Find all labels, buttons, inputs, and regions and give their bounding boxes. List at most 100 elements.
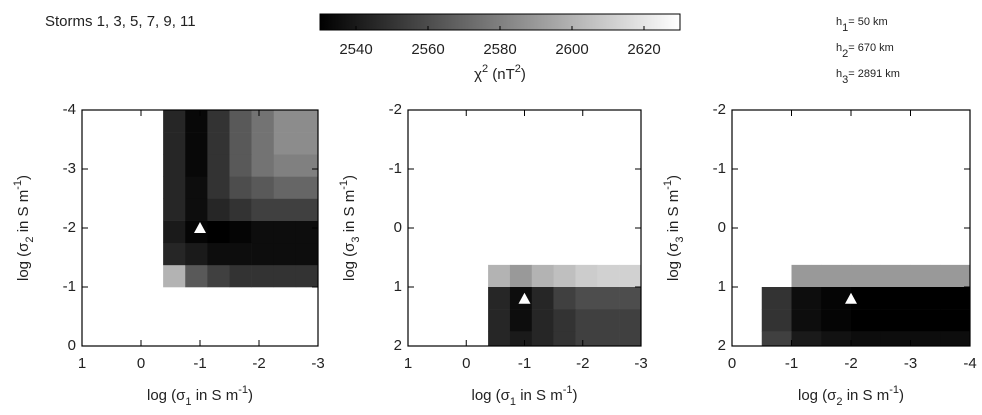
label-part: log (σ [341,242,358,281]
heatmap-cell [251,198,275,221]
heatmap-cell [761,309,792,332]
heatmap-cell [207,220,230,244]
x-tick-label: 1 [78,355,86,372]
heatmap-cell [295,264,319,288]
heatmap-cell [531,309,554,332]
label-part: 2 [842,48,848,60]
y-tick-label: -1 [713,160,726,177]
label-part: ) [573,387,578,404]
x-axis-label: log (σ1 in S m-1) [471,384,577,408]
label-part: 3 [842,74,848,86]
heatmap-cell [791,331,822,347]
heatmap-cell [251,132,275,155]
heatmap-cell [488,331,511,347]
heatmap-cell [821,331,852,347]
heatmap-cell [163,176,186,199]
heatmap-cell [295,242,319,266]
heatmap-cell [597,287,620,310]
heatmap-cell [821,264,852,288]
heatmap-cell [273,132,297,155]
heatmap-cell [207,242,230,266]
label-part: in S m [341,190,358,237]
y-tick-label: -3 [63,160,76,177]
x-tick-label: -1 [193,355,206,372]
heatmap-cell [185,176,208,199]
label-part: 1 [185,396,191,408]
label-part: ) [665,175,682,180]
heatmap-cell [910,287,941,310]
x-tick-label: -2 [844,355,857,372]
heatmap-cell [880,287,911,310]
y-tick-label: -2 [389,101,402,118]
figure-title: Storms 1, 3, 5, 7, 9, 11 [45,13,196,30]
label-part: 3 [350,236,362,242]
label-part: log (σ [471,387,510,404]
heatmap-cell [910,264,941,288]
x-tick-label: 0 [462,355,470,372]
heatmap-cell [851,287,882,310]
heatmap-cell [207,110,230,133]
label-part: h [836,16,842,28]
colorbar-tick-label: 2560 [411,41,444,58]
label-part: ) [248,387,253,404]
heatmap-cell [229,154,252,177]
label-part: -1 [338,180,350,190]
y-tick-label: 1 [718,278,726,295]
annotation: h1= 50 km [836,16,888,34]
heatmap-cell [531,331,554,347]
heatmap-cell [509,264,533,288]
y-tick-label: -2 [713,101,726,118]
heatmap-cell [851,264,882,288]
y-axis-label: log (σ2 in S m-1) [12,175,36,281]
x-tick-label: -3 [904,355,917,372]
heatmap-cell [295,110,319,133]
best-fit-marker [518,292,531,304]
heatmap-cell [207,154,230,177]
label-part: 2 [24,236,36,242]
heatmap-cell [273,242,297,266]
heatmap-cell [531,264,554,288]
heatmap-cell [509,331,533,347]
heatmap-cell [597,331,620,347]
label-part: log (σ [15,242,32,281]
y-axis-label: log (σ3 in S m-1) [662,175,686,281]
y-tick-label: 0 [394,219,402,236]
heatmap-cell [761,331,792,347]
heatmap-cell [575,287,598,310]
y-tick-label: 1 [394,278,402,295]
annotation: h2= 670 km [836,42,894,60]
heatmap-cell [163,110,186,133]
heatmap-cell [273,264,297,288]
heatmap-cell [488,264,511,288]
heatmap-cell [229,132,252,155]
heatmap-cell [880,264,911,288]
heatmap-cell [940,331,971,347]
heatmap-cell [251,110,275,133]
heatmap-cell [185,198,208,221]
y-tick-label: 0 [718,219,726,236]
heatmap-cell [229,176,252,199]
heatmap-cell [273,198,297,221]
label-part: χ [474,66,482,83]
heatmap-cell [251,176,275,199]
label-part: 2 [482,63,488,75]
heatmap-cell [185,242,208,266]
heatmap-cell [273,110,297,133]
heatmap-cell [791,264,822,288]
heatmap-cell [880,331,911,347]
label-part: = 670 km [848,42,894,54]
label-part: = 50 km [848,16,887,28]
label-part: 1 [842,22,848,34]
heatmap-cell [940,287,971,310]
heatmap-cell [619,287,642,310]
label-part: -1 [12,180,24,190]
heatmap-cell [185,110,208,133]
heatmap-cell [295,220,319,244]
heatmap-cell [163,242,186,266]
label-part: in S m [665,190,682,237]
heatmap-cell [163,154,186,177]
heatmap-cell [273,220,297,244]
label-part: -1 [662,180,674,190]
heatmap-cell [229,242,252,266]
